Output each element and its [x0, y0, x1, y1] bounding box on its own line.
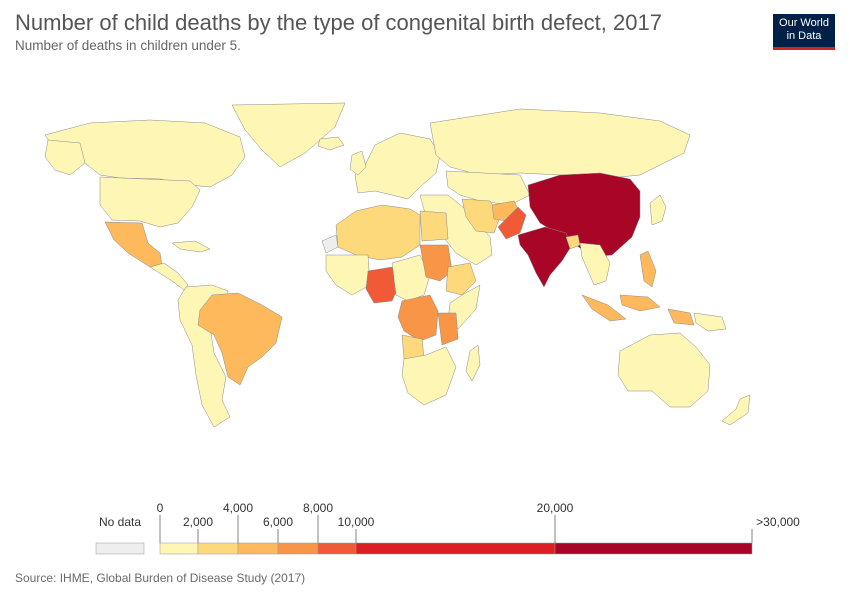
- legend-no-data-label: No data: [99, 515, 141, 529]
- region-canada[interactable]: [44, 119, 246, 188]
- region-west-africa[interactable]: [325, 254, 371, 296]
- chart-subtitle: Number of deaths in children under 5.: [15, 38, 241, 53]
- region-russia[interactable]: [429, 108, 691, 180]
- logo-line-1: Our World: [779, 17, 829, 29]
- owid-logo[interactable]: Our World in Data: [773, 14, 835, 50]
- region-china[interactable]: [527, 172, 641, 258]
- region-madagascar[interactable]: [465, 344, 481, 382]
- region-ethiopia[interactable]: [445, 262, 477, 296]
- region-iran[interactable]: [461, 198, 501, 234]
- region-sudan[interactable]: [419, 244, 453, 282]
- legend-bin-4: [317, 542, 357, 555]
- region-india[interactable]: [517, 226, 573, 288]
- legend-bin-5: [355, 542, 556, 555]
- legend-no-data-swatch: [95, 542, 145, 555]
- region-usa[interactable]: [99, 176, 201, 228]
- region-new-zealand[interactable]: [721, 394, 751, 426]
- region-angola[interactable]: [401, 334, 425, 360]
- legend-tick-label-1: 2,000: [183, 515, 213, 529]
- region-egypt[interactable]: [419, 210, 449, 242]
- region-north-africa[interactable]: [335, 204, 421, 261]
- legend-tick-label-3: 6,000: [263, 515, 293, 529]
- legend-bin-0: [159, 542, 199, 555]
- logo-line-2: in Data: [786, 30, 822, 42]
- region-southeast-asia[interactable]: [579, 242, 611, 286]
- legend-tick-label-6: 20,000: [537, 501, 574, 515]
- legend-tick-label-7: >30,000: [756, 515, 800, 529]
- source-note: Source: IHME, Global Burden of Disease S…: [15, 571, 306, 585]
- region-bangladesh[interactable]: [565, 234, 581, 250]
- region-japan[interactable]: [649, 194, 667, 226]
- region-papua-new-guinea[interactable]: [693, 312, 727, 332]
- color-legend: No data 0 2,000 4,000 6,000 8,000 10,000 20,00…: [95, 501, 800, 555]
- legend-bin-6: [554, 542, 753, 555]
- region-pakistan[interactable]: [497, 206, 527, 240]
- region-central-america[interactable]: [149, 262, 189, 291]
- region-philippines[interactable]: [639, 250, 657, 288]
- region-mexico[interactable]: [104, 221, 163, 268]
- legend-tick-label-0: 0: [157, 501, 164, 515]
- region-indonesia[interactable]: [581, 294, 695, 326]
- region-uk[interactable]: [349, 150, 367, 176]
- region-iceland[interactable]: [317, 136, 345, 151]
- legend-bin-3: [277, 542, 319, 555]
- region-tanzania[interactable]: [437, 312, 459, 346]
- region-europe[interactable]: [354, 132, 441, 200]
- region-nigeria[interactable]: [365, 266, 401, 304]
- world-map[interactable]: [0, 95, 850, 455]
- chart-title: Number of child deaths by the type of co…: [15, 10, 662, 35]
- region-caribbean[interactable]: [171, 240, 211, 253]
- region-central-africa[interactable]: [391, 254, 431, 302]
- region-alaska[interactable]: [44, 139, 86, 176]
- region-dr-congo[interactable]: [397, 294, 439, 342]
- region-australia[interactable]: [617, 332, 711, 408]
- region-western-sahara[interactable]: [321, 234, 339, 254]
- legend-tick-label-4: 8,000: [303, 501, 333, 515]
- region-greenland[interactable]: [231, 102, 346, 168]
- legend-tick-label-5: 10,000: [338, 515, 375, 529]
- legend-tick-label-2: 4,000: [223, 501, 253, 515]
- region-brazil[interactable]: [197, 292, 283, 386]
- region-southern-africa[interactable]: [401, 346, 457, 406]
- region-central-asia[interactable]: [445, 170, 531, 206]
- legend-bin-1: [197, 542, 239, 555]
- legend-bin-2: [237, 542, 279, 555]
